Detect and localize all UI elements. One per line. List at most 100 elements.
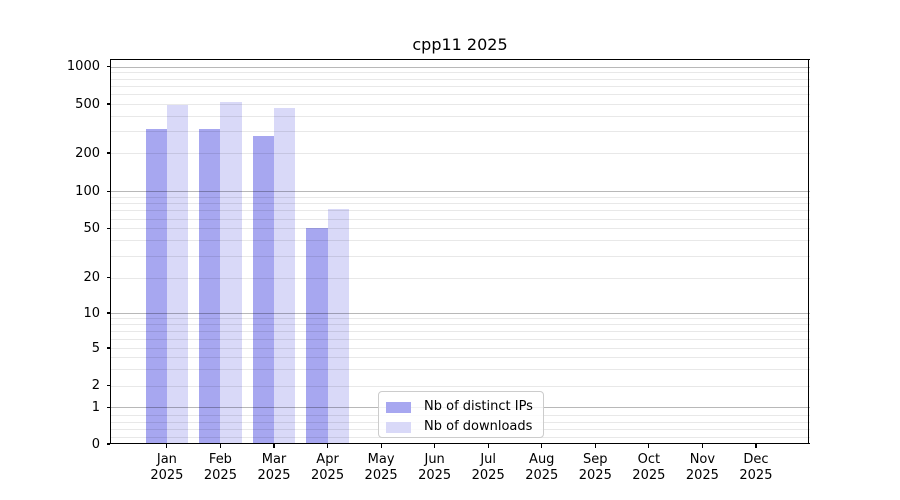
grid-minor-line: [110, 277, 810, 279]
x-tick: [434, 444, 436, 448]
legend-item-distinct-ips: Nb of distinct IPs: [386, 397, 543, 417]
x-tick-label-may: May 2025: [349, 452, 413, 485]
x-tick: [380, 444, 382, 448]
legend-item-downloads: Nb of downloads: [386, 417, 543, 437]
legend-label-distinct-ips: Nb of distinct IPs: [424, 399, 533, 414]
x-label-year: 2025: [203, 468, 237, 483]
grid-minor-line: [110, 72, 810, 74]
x-tick-label-mar: Mar 2025: [242, 452, 306, 485]
spine-right: [808, 58, 810, 444]
x-label-month: Apr: [316, 451, 339, 467]
x-tick: [755, 444, 757, 448]
x-label-month: Jun: [424, 451, 445, 467]
x-label-year: 2025: [364, 468, 398, 483]
grid-minor-line: [110, 318, 810, 320]
x-label-month: Jan: [156, 451, 177, 467]
y-tick-label: 0: [91, 436, 100, 452]
x-tick: [701, 444, 703, 448]
x-tick-label-dec: Dec 2025: [724, 452, 788, 485]
legend-swatch-distinct-ips: [386, 401, 411, 413]
bar-downloads-apr: [327, 208, 349, 444]
y-tick: [106, 406, 110, 408]
x-tick: [648, 444, 650, 448]
y-tick: [106, 152, 110, 154]
grid-minor-line: [110, 240, 810, 242]
x-label-month: Nov: [689, 451, 716, 467]
grid-major-line: [110, 313, 810, 314]
bar-downloads-feb: [220, 101, 242, 444]
x-tick-label-aug: Aug 2025: [510, 452, 574, 485]
grid-minor-line: [110, 153, 810, 154]
grid-major-line: [110, 191, 810, 193]
chart-title: cpp11 2025: [412, 35, 508, 54]
bar-distinct-ips-mar: [252, 135, 274, 444]
y-tick-label: 200: [75, 145, 100, 161]
x-tick-label-oct: Oct 2025: [617, 452, 681, 485]
x-label-month: Mar: [261, 451, 287, 467]
x-label-month: Dec: [743, 451, 769, 467]
spine-left: [110, 58, 112, 444]
y-tick: [106, 103, 110, 105]
grid-minor-line: [110, 94, 810, 96]
y-tick: [106, 312, 110, 314]
bar-distinct-ips-apr: [306, 228, 328, 444]
grid-minor-line: [110, 385, 810, 387]
grid-minor-line: [110, 115, 810, 117]
x-label-month: Aug: [529, 451, 555, 467]
x-tick: [487, 444, 489, 448]
y-tick: [106, 190, 110, 192]
y-tick-label: 20: [83, 270, 100, 286]
spine-top: [110, 58, 810, 60]
grid-minor-line: [110, 218, 810, 220]
x-tick: [326, 444, 329, 448]
plot-area: [110, 58, 810, 444]
grid-minor-line: [110, 368, 810, 370]
x-label-year: 2025: [739, 468, 773, 483]
x-tick-label-sep: Sep 2025: [563, 452, 627, 485]
bar-distinct-ips-jan: [145, 129, 167, 444]
grid-minor-line: [110, 78, 810, 80]
grid-minor-line: [110, 357, 810, 359]
grid-minor-line: [110, 324, 810, 326]
bar-distinct-ips-feb: [199, 129, 221, 444]
x-label-month: Feb: [208, 451, 232, 467]
grid-minor-line: [110, 203, 810, 205]
y-tick: [106, 277, 110, 279]
y-tick-label: 500: [75, 96, 100, 112]
y-tick-label: 1000: [66, 59, 100, 74]
y-tick: [106, 443, 110, 445]
grid-minor-line: [110, 210, 810, 212]
grid-minor-line: [110, 255, 810, 257]
grid-minor-line: [110, 104, 810, 105]
x-label-year: 2025: [632, 468, 666, 483]
x-label-month: Jul: [480, 451, 497, 467]
y-tick: [106, 347, 110, 349]
x-tick-label-nov: Nov 2025: [670, 452, 734, 485]
y-tick-label: 100: [75, 183, 100, 199]
x-label-year: 2025: [685, 468, 719, 483]
x-tick-label-jul: Jul 2025: [456, 452, 520, 485]
grid-minor-line: [110, 196, 810, 198]
y-tick-label: 50: [83, 220, 100, 236]
x-label-year: 2025: [311, 468, 345, 483]
x-tick: [594, 444, 596, 448]
y-tick: [106, 65, 110, 68]
y-tick: [106, 384, 110, 387]
x-label-year: 2025: [150, 468, 184, 483]
x-label-year: 2025: [418, 468, 452, 483]
legend: Nb of distinct IPs Nb of downloads: [378, 391, 544, 438]
y-tick-label: 5: [91, 340, 100, 356]
grid-minor-line: [110, 131, 810, 133]
grid-minor-line: [110, 85, 810, 87]
x-label-month: May: [367, 451, 395, 467]
x-tick: [166, 444, 168, 448]
x-tick-label-feb: Feb 2025: [188, 452, 252, 485]
grid-major-line: [110, 66, 810, 68]
bar-downloads-jan: [166, 105, 189, 444]
grid-minor-line: [110, 348, 810, 349]
grid-minor-line: [110, 338, 810, 340]
x-tick: [219, 444, 222, 448]
grid-minor-line: [110, 331, 810, 332]
grid-minor-line: [110, 228, 810, 230]
x-tick-label-apr: Apr 2025: [296, 452, 360, 485]
